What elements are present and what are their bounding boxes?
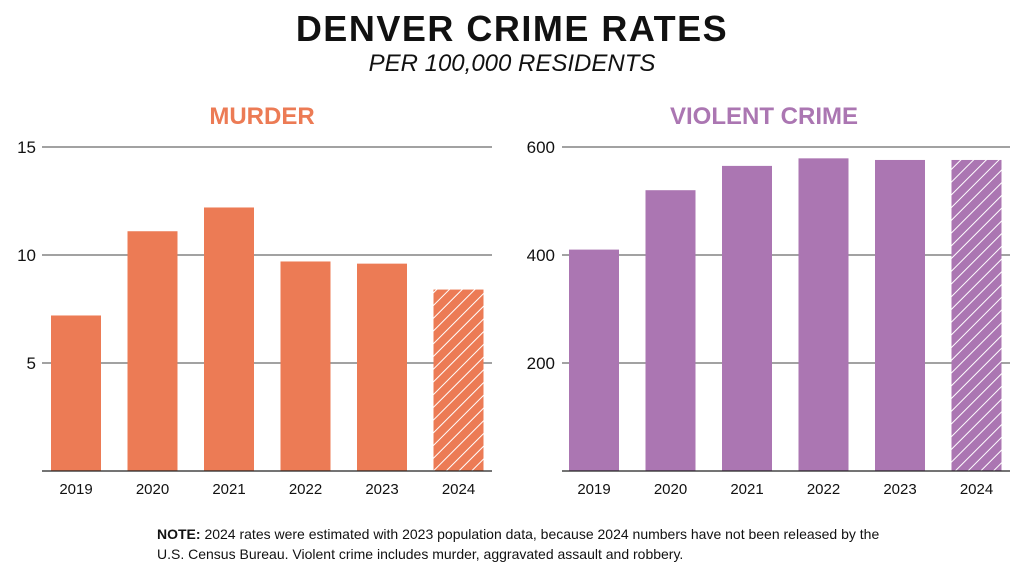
murder-y-tick-label: 15 bbox=[17, 138, 36, 157]
violent-crime-chart-title: VIOLENT CRIME bbox=[670, 103, 858, 130]
murder-y-tick-label: 5 bbox=[27, 354, 36, 373]
murder-bar-2021 bbox=[204, 207, 254, 472]
murder-bar-2023 bbox=[357, 263, 407, 471]
violent-crime-x-tick-label: 2021 bbox=[730, 481, 763, 498]
murder-bar-2020 bbox=[127, 231, 178, 471]
violent-crime-bar-2019 bbox=[569, 249, 619, 471]
footnote-text: 2024 rates were estimated with 2023 popu… bbox=[157, 526, 880, 562]
violent-crime-bar-2024 bbox=[951, 159, 1002, 471]
murder-chart-title: MURDER bbox=[209, 103, 314, 130]
violent-crime-bar-2022 bbox=[798, 158, 849, 471]
murder-x-tick-label: 2022 bbox=[289, 481, 322, 498]
violent-crime-x-tick-label: 2024 bbox=[960, 481, 993, 498]
page-subtitle: PER 100,000 RESIDENTS bbox=[368, 50, 656, 77]
violent-crime-y-tick-label: 200 bbox=[527, 354, 555, 373]
violent-crime-x-tick-label: 2023 bbox=[883, 481, 916, 498]
violent-crime-y-tick-label: 600 bbox=[527, 138, 555, 157]
murder-x-tick-label: 2024 bbox=[442, 481, 475, 498]
violent-crime-bar-2023 bbox=[875, 159, 925, 471]
murder-x-tick-label: 2020 bbox=[136, 481, 169, 498]
violent-crime-bar-2021 bbox=[722, 165, 772, 471]
murder-y-tick-label: 10 bbox=[17, 246, 36, 265]
footnote-label: NOTE: bbox=[157, 526, 201, 542]
page-title: DENVER CRIME RATES bbox=[295, 8, 729, 49]
murder-chart: MURDER 5 10 15 2019 2020 2021 2022 2023 2024 bbox=[17, 103, 492, 498]
murder-bar-2022 bbox=[280, 261, 331, 471]
violent-crime-y-tick-label: 400 bbox=[527, 246, 555, 265]
violent-crime-chart: VIOLENT CRIME 200 400 600 2019 2020 2021 2022 20… bbox=[527, 103, 1010, 498]
violent-crime-bar-2020 bbox=[645, 190, 696, 471]
violent-crime-x-tick-label: 2022 bbox=[807, 481, 840, 498]
murder-x-tick-label: 2019 bbox=[59, 481, 92, 498]
murder-bar-2019 bbox=[51, 315, 101, 471]
murder-x-tick-label: 2021 bbox=[212, 481, 245, 498]
murder-x-tick-label: 2023 bbox=[365, 481, 398, 498]
murder-bar-2024 bbox=[433, 289, 484, 471]
footnote: NOTE: 2024 rates were estimated with 202… bbox=[157, 524, 897, 564]
violent-crime-x-tick-label: 2020 bbox=[654, 481, 687, 498]
violent-crime-x-tick-label: 2019 bbox=[577, 481, 610, 498]
